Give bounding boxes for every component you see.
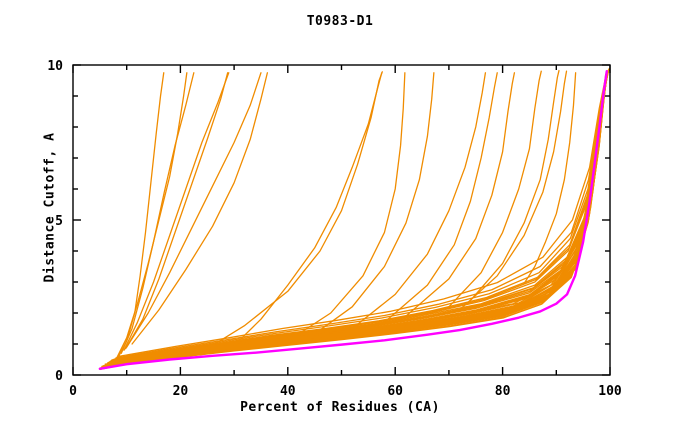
model-curve (523, 72, 577, 285)
model-curve (124, 72, 229, 350)
model-curve (109, 70, 609, 363)
model-curve (115, 69, 610, 359)
model-curve (287, 72, 406, 342)
model-curve (131, 72, 269, 345)
model-curve (108, 71, 609, 363)
x-tick-label: 20 (173, 384, 189, 399)
page-title: T0983-D1 (306, 14, 374, 29)
x-tick-label: 80 (495, 384, 511, 399)
axis-ticks-layer (72, 64, 611, 376)
model-curve (405, 72, 516, 317)
model-curve (106, 72, 609, 366)
model-curve (108, 71, 609, 363)
highlight-curve (98, 69, 608, 370)
model-curve (206, 71, 383, 350)
x-tick-label: 60 (387, 384, 403, 399)
model-curve (458, 70, 568, 311)
y-tick-label: 0 (55, 369, 63, 384)
x-tick-label: 40 (280, 384, 296, 399)
model-curve (351, 72, 487, 330)
model-curve (118, 72, 165, 358)
model-curve (383, 72, 498, 323)
model-curve (448, 70, 542, 308)
model-curve (469, 69, 560, 302)
x-axis-label: Percent of Residues (CA) (240, 400, 440, 415)
x-tick-label: 0 (69, 384, 77, 399)
y-tick-label: 5 (55, 214, 63, 229)
curves-layer (98, 68, 610, 371)
model-curve (118, 68, 610, 358)
model-curve (233, 72, 383, 347)
model-curve (120, 72, 195, 354)
model-curve (123, 72, 230, 351)
axis-tick-labels-layer: 0 20 40 60 80 100 0 5 10 (47, 59, 622, 399)
model-curve (115, 72, 188, 361)
model-curve (126, 72, 262, 348)
y-tick-label: 10 (47, 59, 63, 74)
model-curve (114, 69, 610, 360)
model-curve (308, 72, 435, 339)
x-tick-label: 100 (598, 384, 622, 399)
